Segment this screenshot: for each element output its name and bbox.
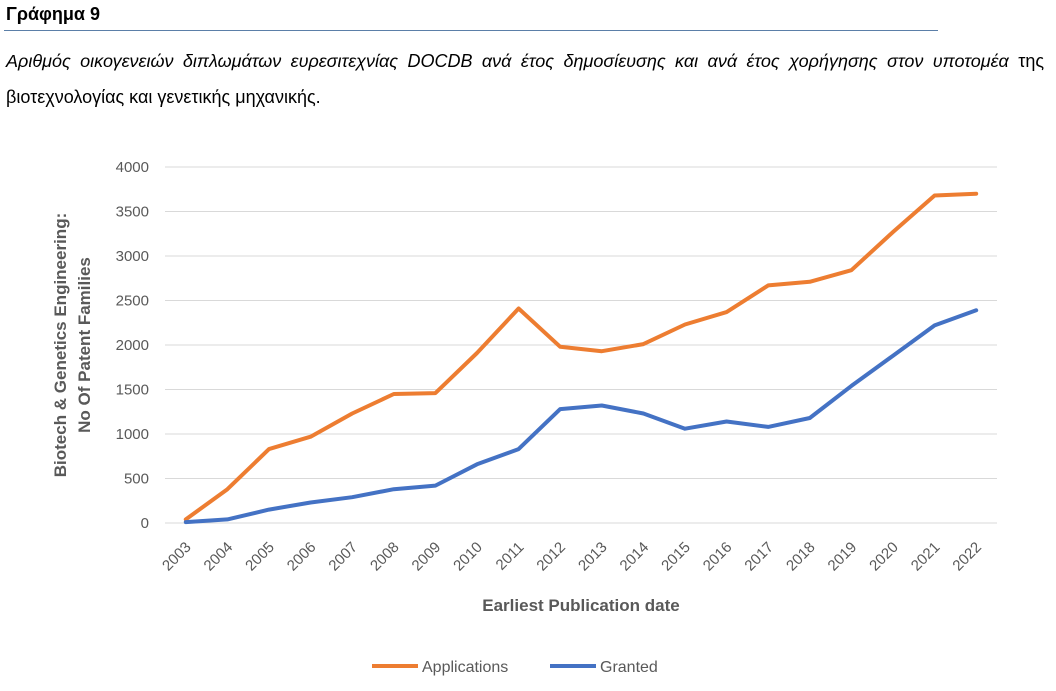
series-line-granted [186,310,976,522]
y-tick-label: 4000 [116,159,149,176]
series-lines [186,194,976,522]
x-tick-label: 2014 [617,539,653,575]
y-tick-label: 2000 [116,337,149,354]
x-tick-label: 2013 [575,539,611,575]
y-axis-title: Biotech & Genetics Engineering: No Of Pa… [51,213,94,478]
x-tick-label: 2004 [201,539,237,575]
x-axis-title: Earliest Publication date [482,596,679,615]
y-axis-title-line2: No Of Patent Families [75,257,94,433]
y-tick-label: 1000 [116,426,149,443]
x-tick-label: 2022 [949,539,985,575]
x-tick-label: 2019 [825,539,861,575]
x-tick-labels: 2003200420052006200720082009201020112012… [159,539,985,575]
x-tick-label: 2018 [783,539,819,575]
x-tick-label: 2017 [741,539,777,575]
y-tick-label: 2500 [116,293,149,310]
x-tick-label: 2003 [159,539,195,575]
x-tick-label: 2016 [700,539,736,575]
x-tick-label: 2015 [658,539,694,575]
x-tick-label: 2012 [533,539,569,575]
x-tick-label: 2006 [284,539,320,575]
y-tick-label: 500 [124,471,149,488]
y-tick-labels: 0 500 1000 1500 2000 2500 3000 3500 4000 [116,159,149,532]
x-tick-label: 2020 [866,539,902,575]
grid-lines [165,167,997,523]
x-tick-label: 2005 [242,539,278,575]
y-axis-title-line1: Biotech & Genetics Engineering: [51,213,70,478]
x-tick-label: 2010 [450,539,486,575]
x-tick-label: 2011 [493,539,528,574]
y-tick-label: 1500 [116,382,149,399]
x-tick-label: 2021 [908,539,944,575]
legend-label-granted: Granted [600,659,658,676]
legend-label-applications: Applications [422,659,508,676]
legend: Applications Granted [372,659,658,676]
y-tick-label: 3500 [116,204,149,221]
x-tick-label: 2009 [409,539,445,575]
x-tick-label: 2008 [367,539,403,575]
line-chart: 05001000150020002500300035004000 2003200… [0,0,1056,691]
x-tick-label: 2007 [325,539,361,575]
y-tick-label: 0 [141,515,149,532]
series-line-applications [186,194,976,520]
y-tick-label: 3000 [116,248,149,265]
